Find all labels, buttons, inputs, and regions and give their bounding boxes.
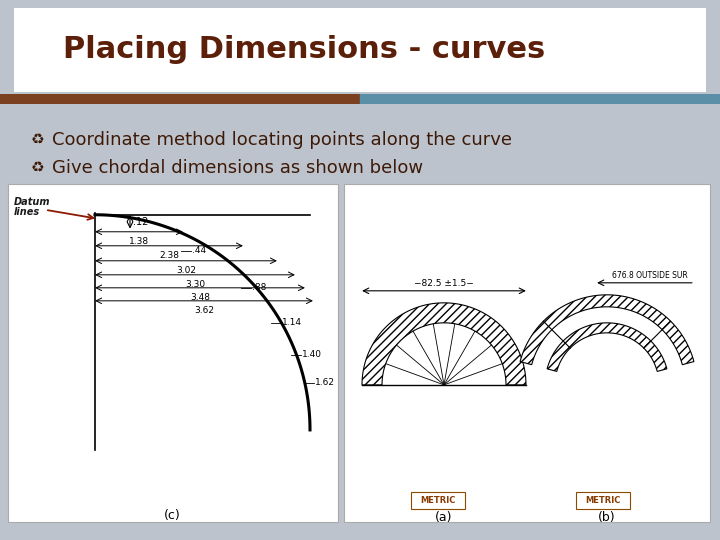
Text: −82.5 ±1.5−: −82.5 ±1.5− [414, 279, 474, 288]
Text: .88: .88 [252, 284, 266, 292]
Text: 1.38: 1.38 [129, 237, 149, 246]
Text: 3.48: 3.48 [190, 293, 210, 302]
Text: 3.02: 3.02 [176, 266, 196, 275]
FancyBboxPatch shape [411, 492, 465, 509]
Bar [0, 94, 360, 104]
FancyBboxPatch shape [576, 492, 630, 509]
Text: 1.62: 1.62 [315, 379, 335, 387]
Text: 3.62: 3.62 [194, 306, 214, 315]
FancyBboxPatch shape [344, 184, 710, 522]
Text: 1.14: 1.14 [282, 319, 302, 327]
Text: (a): (a) [436, 511, 453, 524]
FancyBboxPatch shape [8, 184, 338, 522]
Text: lines: lines [14, 207, 40, 217]
Bar [360, 94, 720, 104]
Text: Datum: Datum [14, 197, 50, 207]
Text: (c): (c) [163, 509, 181, 523]
Polygon shape [547, 323, 667, 372]
Polygon shape [520, 295, 694, 364]
Text: 2.38: 2.38 [159, 251, 179, 260]
Polygon shape [362, 303, 526, 385]
Text: ♻: ♻ [31, 132, 45, 147]
Text: 3.30: 3.30 [185, 280, 205, 289]
Text: 676.8 OUTSIDE SUR: 676.8 OUTSIDE SUR [612, 271, 688, 280]
Text: (b): (b) [598, 511, 616, 524]
Text: 1.40: 1.40 [302, 350, 322, 359]
Text: METRIC: METRIC [585, 496, 621, 505]
Text: Placing Dimensions - curves: Placing Dimensions - curves [63, 36, 545, 64]
Text: ♻: ♻ [31, 160, 45, 175]
Text: Coordinate method locating points along the curve: Coordinate method locating points along … [52, 131, 512, 149]
FancyBboxPatch shape [0, 5, 720, 95]
Text: .44: .44 [192, 246, 206, 255]
Text: METRIC: METRIC [420, 496, 456, 505]
Text: Give chordal dimensions as shown below: Give chordal dimensions as shown below [52, 159, 423, 177]
Text: .12: .12 [133, 217, 148, 227]
